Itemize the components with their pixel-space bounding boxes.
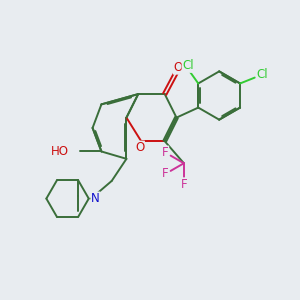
Text: O: O bbox=[135, 141, 144, 154]
Text: N: N bbox=[91, 192, 100, 205]
Text: Cl: Cl bbox=[256, 68, 268, 81]
Text: F: F bbox=[181, 178, 188, 191]
Text: F: F bbox=[162, 146, 169, 159]
Text: F: F bbox=[162, 167, 169, 180]
Text: HO: HO bbox=[51, 145, 69, 158]
Text: O: O bbox=[173, 61, 183, 74]
Text: Cl: Cl bbox=[182, 59, 194, 72]
